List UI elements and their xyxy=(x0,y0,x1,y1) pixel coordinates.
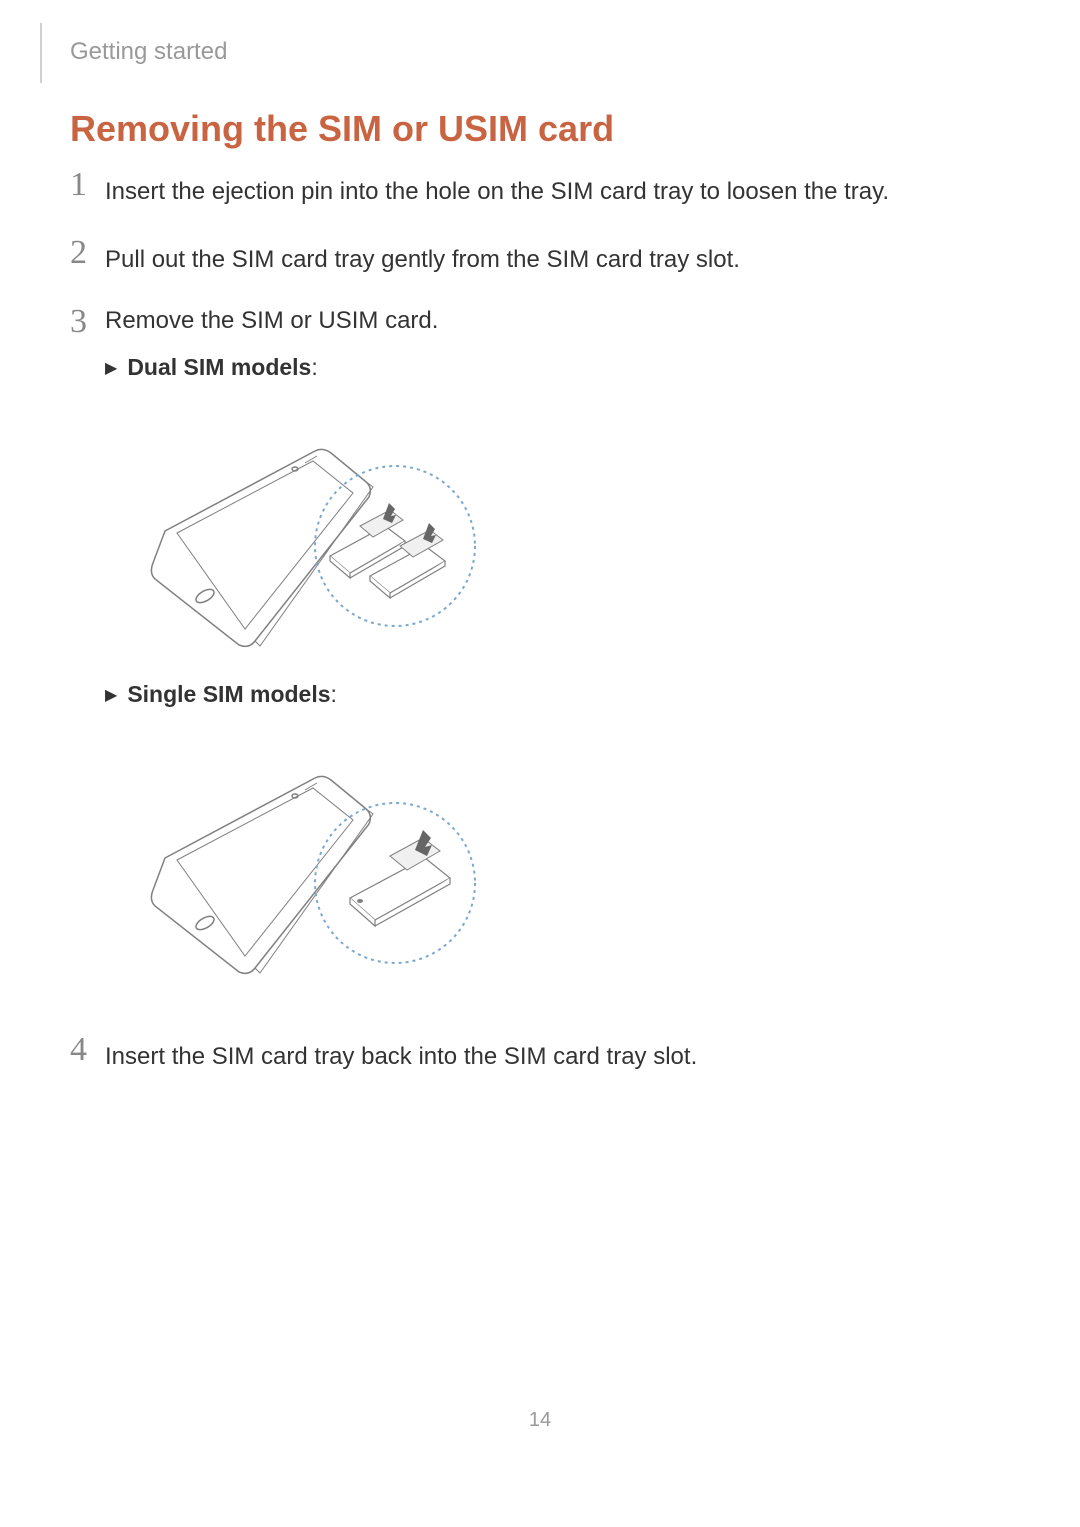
single-sim-diagram xyxy=(105,738,505,988)
step-item: 1 Insert the ejection pin into the hole … xyxy=(70,165,970,211)
step-item: 4 Insert the SIM card tray back into the… xyxy=(70,1030,970,1076)
dual-sim-diagram xyxy=(105,411,505,661)
step-list: 1 Insert the ejection pin into the hole … xyxy=(70,165,970,1099)
sub-item-colon: : xyxy=(311,354,317,381)
section-title: Removing the SIM or USIM card xyxy=(70,108,614,150)
step-content: Remove the SIM or USIM card. ▶ Dual SIM … xyxy=(105,302,505,1008)
triangle-marker-icon: ▶ xyxy=(105,358,117,378)
step-text: Pull out the SIM card tray gently from t… xyxy=(105,233,740,279)
sub-item-label: Dual SIM models xyxy=(127,354,311,381)
triangle-marker-icon: ▶ xyxy=(105,685,117,705)
step-item: 3 Remove the SIM or USIM card. ▶ Dual SI… xyxy=(70,302,970,1008)
step-number: 1 xyxy=(70,165,105,206)
phone-diagram-icon xyxy=(105,738,505,988)
step-text: Insert the ejection pin into the hole on… xyxy=(105,165,889,211)
breadcrumb: Getting started xyxy=(70,38,227,66)
phone-diagram-icon xyxy=(105,411,505,661)
step-number: 4 xyxy=(70,1030,105,1071)
step-text: Remove the SIM or USIM card. xyxy=(105,299,438,334)
page-header: Getting started xyxy=(40,38,227,66)
page-number: 14 xyxy=(529,1409,551,1432)
step-number: 3 xyxy=(70,302,105,343)
sub-item-colon: : xyxy=(331,681,337,708)
header-divider-line xyxy=(40,23,42,83)
sub-item: ▶ Dual SIM models : xyxy=(105,354,505,381)
sub-item: ▶ Single SIM models : xyxy=(105,681,505,708)
step-item: 2 Pull out the SIM card tray gently from… xyxy=(70,233,970,279)
sub-item-label: Single SIM models xyxy=(127,681,330,708)
step-text: Insert the SIM card tray back into the S… xyxy=(105,1030,697,1076)
step-number: 2 xyxy=(70,233,105,274)
